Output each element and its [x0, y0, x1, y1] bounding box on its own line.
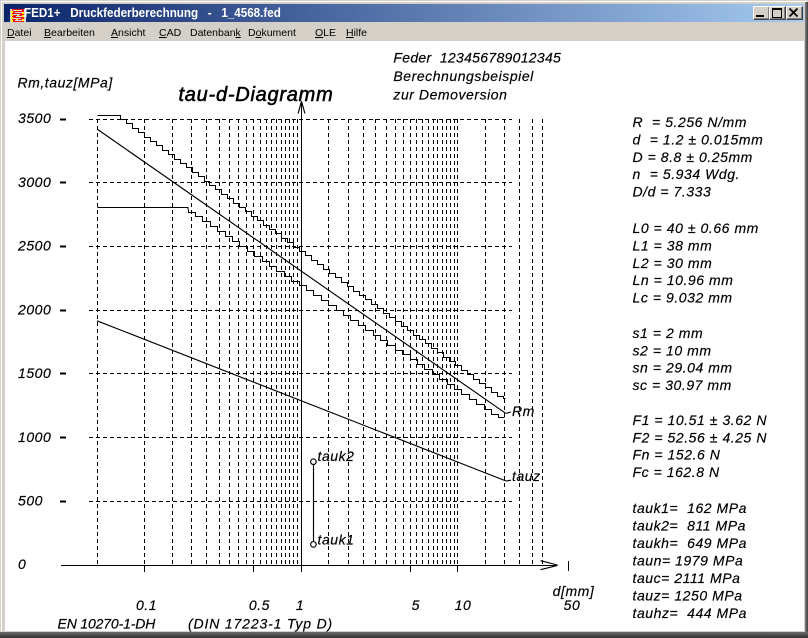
svg-text:Ln = 10.96 mm: Ln = 10.96 mm [633, 272, 734, 288]
svg-text:3000: 3000 [18, 174, 51, 190]
svg-text:tauk1= 162 MPa: tauk1= 162 MPa [633, 500, 748, 516]
svg-text:tau-d-Diagramm: tau-d-Diagramm [179, 84, 334, 106]
svg-text:Lc = 9.032 mm: Lc = 9.032 mm [633, 290, 733, 306]
svg-text:2000: 2000 [17, 301, 51, 317]
svg-text:F2 = 52.56 ± 4.25 N: F2 = 52.56 ± 4.25 N [633, 429, 768, 445]
svg-text:taukh= 649 MPa: taukh= 649 MPa [633, 535, 748, 551]
svg-text:L1 = 38 mm: L1 = 38 mm [633, 237, 713, 253]
svg-text:tauz= 1250 MPa: tauz= 1250 MPa [633, 588, 743, 604]
svg-text:500: 500 [18, 493, 43, 509]
svg-text:Rm: Rm [512, 403, 535, 419]
svg-text:tauc= 2111 MPa: tauc= 2111 MPa [633, 570, 741, 586]
svg-text:F1 = 10.51 ± 3.62 N: F1 = 10.51 ± 3.62 N [633, 412, 768, 428]
svg-text:1000: 1000 [18, 429, 51, 445]
svg-text:2500: 2500 [17, 238, 51, 254]
svg-text:tauk2= 811 MPa: tauk2= 811 MPa [633, 518, 746, 534]
svg-text:sc = 30.97 mm: sc = 30.97 mm [633, 377, 732, 393]
svg-text:d[mm]: d[mm] [553, 583, 595, 599]
svg-text:tauz: tauz [512, 468, 541, 484]
svg-text:1500: 1500 [18, 365, 51, 381]
svg-text:d = 1.2 ± 0.015mm: d = 1.2 ± 0.015mm [633, 131, 764, 147]
svg-text:5: 5 [412, 597, 420, 613]
svg-text:10: 10 [455, 597, 472, 613]
svg-text:R = 5.256 N/mm: R = 5.256 N/mm [633, 114, 747, 130]
svg-text:D = 8.8 ± 0.25mm: D = 8.8 ± 0.25mm [633, 149, 753, 165]
svg-text:L0 = 40 ± 0.66 mm: L0 = 40 ± 0.66 mm [633, 220, 759, 236]
svg-text:sn = 29.04 mm: sn = 29.04 mm [633, 360, 733, 376]
svg-text:0: 0 [18, 556, 26, 572]
svg-text:L2 = 30 mm: L2 = 30 mm [633, 255, 713, 271]
svg-text:EN 10270-1-DH: EN 10270-1-DH [58, 615, 157, 631]
svg-text:Fn = 152.6 N: Fn = 152.6 N [633, 447, 721, 463]
svg-text:Fc = 162.8 N: Fc = 162.8 N [633, 464, 720, 480]
svg-text:50: 50 [564, 597, 581, 613]
svg-text:D/d = 7.333: D/d = 7.333 [633, 184, 712, 200]
svg-text:0.5: 0.5 [249, 597, 270, 613]
svg-text:Rm,tauz[MPa]: Rm,tauz[MPa] [18, 75, 114, 91]
svg-text:Feder 123456789012345: Feder 123456789012345 [393, 49, 561, 65]
svg-text:s1 = 2 mm: s1 = 2 mm [633, 325, 704, 341]
svg-text:taun= 1979 MPa: taun= 1979 MPa [633, 553, 744, 569]
svg-text:tauhz= 444 MPa: tauhz= 444 MPa [633, 605, 748, 621]
svg-text:s2 = 10 mm: s2 = 10 mm [633, 342, 712, 358]
svg-text:1: 1 [296, 597, 304, 613]
svg-text:0.1: 0.1 [136, 597, 157, 613]
svg-text:Berechnungsbeispiel: Berechnungsbeispiel [393, 68, 534, 84]
svg-text:n = 5.934 Wdg.: n = 5.934 Wdg. [633, 166, 740, 182]
svg-text:tauk2: tauk2 [318, 448, 355, 464]
svg-text:zur Demoversion: zur Demoversion [392, 87, 507, 103]
svg-text:tauk1: tauk1 [318, 532, 355, 548]
svg-text:(DIN 17223-1 Typ D): (DIN 17223-1 Typ D) [188, 615, 333, 631]
svg-text:3500: 3500 [18, 110, 51, 126]
